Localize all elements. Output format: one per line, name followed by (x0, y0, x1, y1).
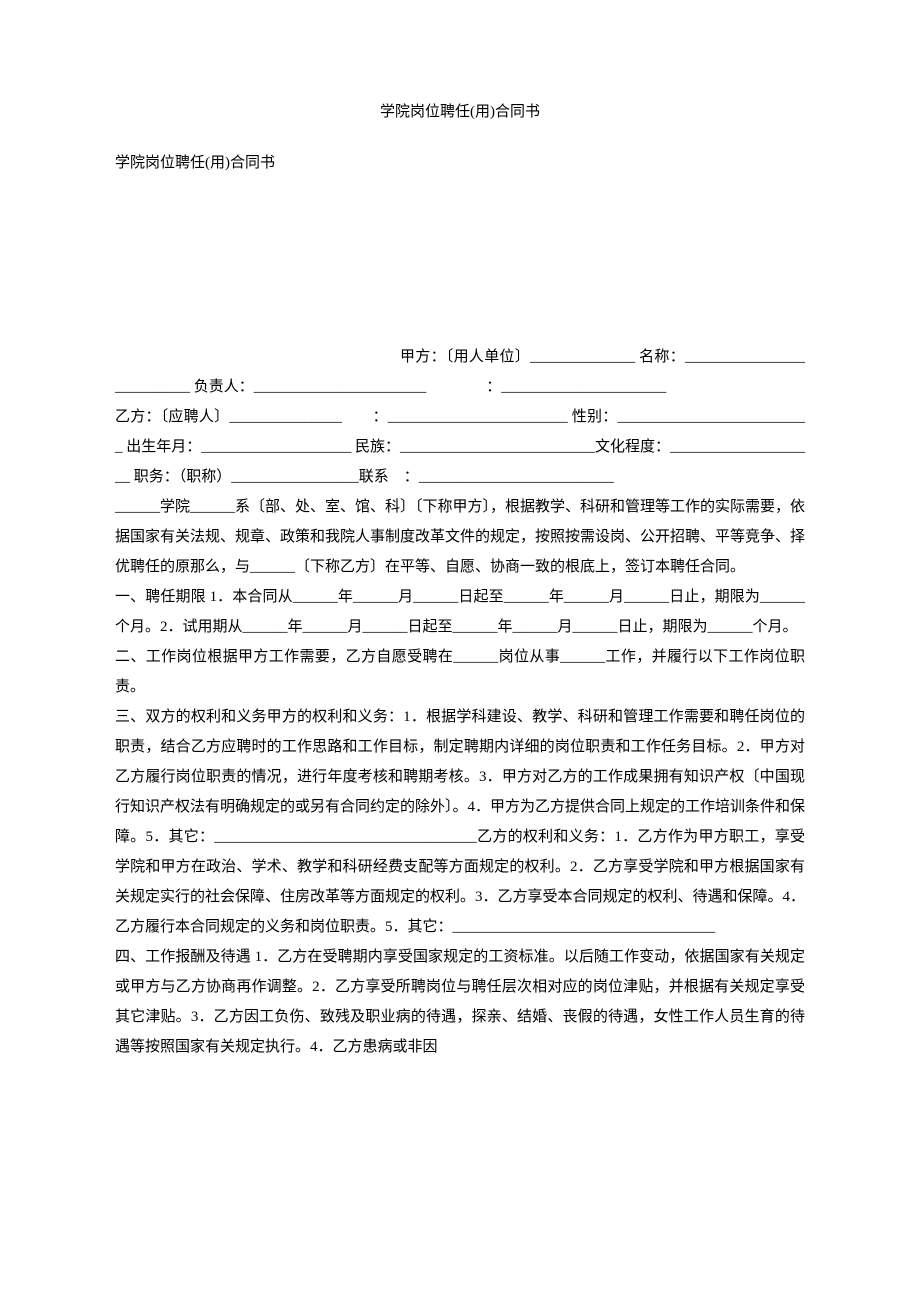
party-a-block: 甲方：〔用人单位〕______________ 名称：_____________… (115, 342, 805, 402)
section-1: 一、聘任期限 1．本合同从______年______月______日起至____… (115, 582, 805, 642)
party-b-block: 乙方：〔应聘人〕_______________ ：_______________… (115, 402, 805, 492)
document-title: 学院岗位聘任(用)合同书 (115, 100, 805, 121)
section-4: 四、工作报酬及待遇 1．乙方在受聘期内享受国家规定的工资标准。以后随工作变动，依… (115, 942, 805, 1062)
preamble-paragraph: ______学院______系〔部、处、室、馆、科〕〔下称甲方〕，根据教学、科研… (115, 492, 805, 582)
section-2: 二、工作岗位根据甲方工作需要，乙方自愿受聘在______岗位从事______工作… (115, 642, 805, 702)
section-3: 三、双方的权利和义务甲方的权利和义务：1．根据学科建设、教学、科研和管理工作需要… (115, 702, 805, 942)
document-subtitle: 学院岗位聘任(用)合同书 (115, 151, 805, 172)
